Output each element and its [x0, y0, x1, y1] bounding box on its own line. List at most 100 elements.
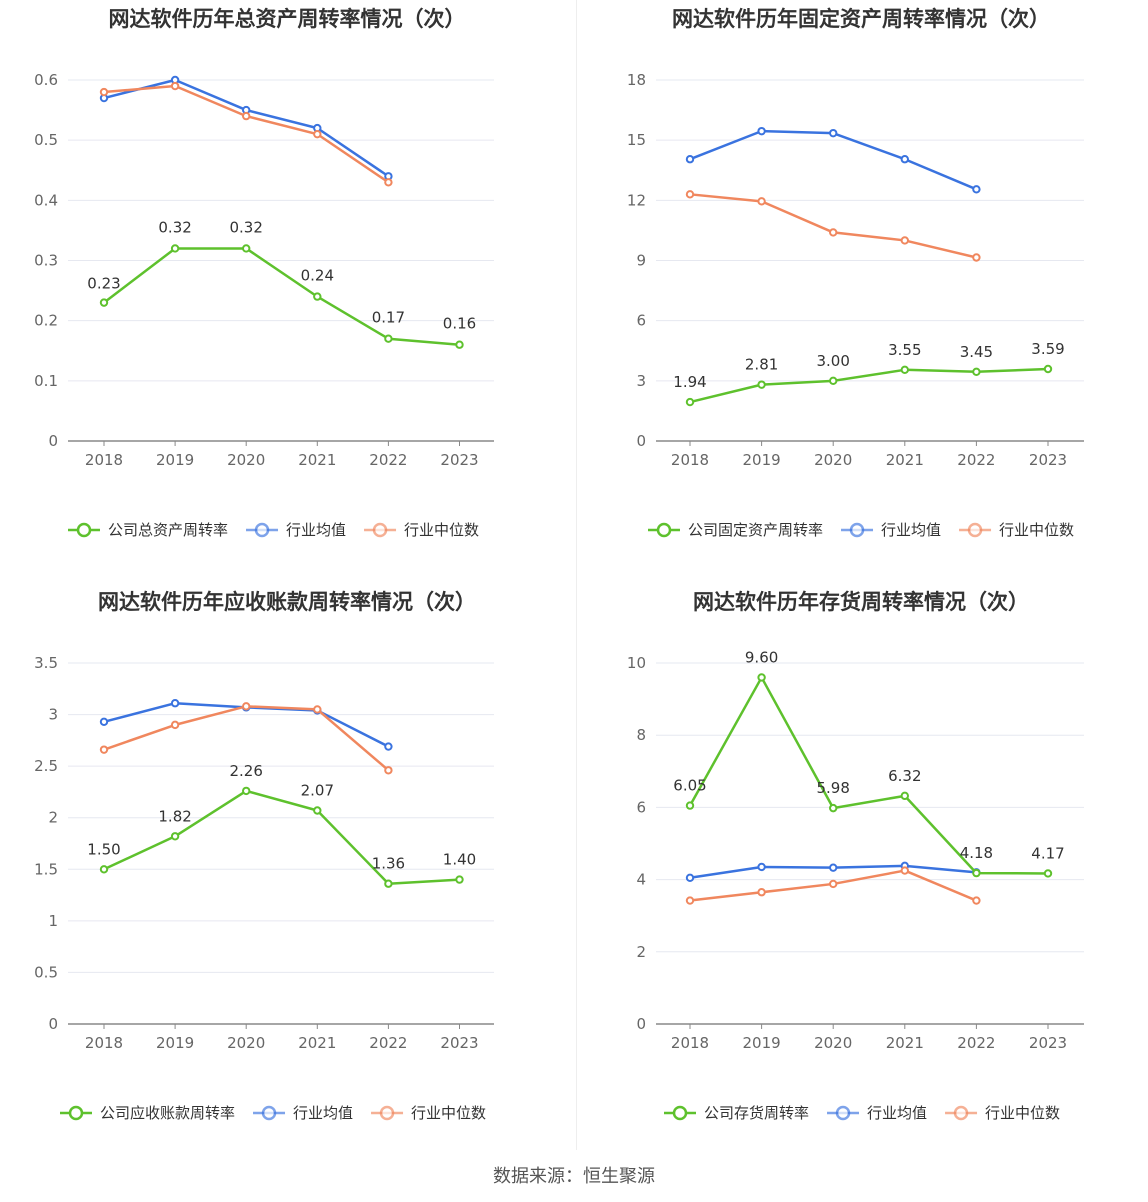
series-line [688, 676, 1049, 875]
y-tick-label: 0 [48, 1015, 58, 1033]
data-point [313, 292, 322, 301]
data-label: 0.16 [443, 315, 476, 333]
series-line [689, 367, 1049, 404]
legend-item[interactable]: 行业均值 [246, 521, 346, 539]
x-tick-label: 2020 [814, 1034, 852, 1052]
data-label: 0.23 [87, 275, 120, 293]
x-tick-label: 2021 [886, 451, 924, 469]
legend-marker-icon [379, 1105, 395, 1121]
y-tick-label: 8 [636, 726, 646, 744]
legend-item[interactable]: 公司应收账款周转率 [60, 1104, 235, 1122]
chart-title: 网达软件历年固定资产周转率情况（次） [672, 7, 1050, 31]
data-point [99, 865, 109, 874]
panel-divider [576, 0, 577, 1150]
data-label: 3.45 [960, 343, 993, 361]
legend-label: 公司存货周转率 [704, 1104, 809, 1122]
legend-item[interactable]: 行业中位数 [364, 521, 479, 539]
y-tick-label: 0 [48, 432, 58, 450]
legend-item[interactable]: 行业均值 [827, 1104, 927, 1122]
data-point [313, 129, 322, 139]
data-label: 5.98 [816, 779, 849, 797]
series-line [103, 705, 390, 772]
legend-item[interactable]: 行业中位数 [371, 1104, 486, 1122]
legend-marker-icon [261, 1105, 277, 1121]
data-point [829, 863, 838, 872]
y-tick-label: 0.6 [34, 71, 58, 89]
legend-item[interactable]: 公司固定资产周转率 [648, 521, 823, 539]
chart-svg: 网达软件历年应收账款周转率情况（次） 0 0.5 1 1.5 2 2.5 3 3.5 2018 20… [34, 590, 494, 1122]
data-label: 3.59 [1031, 340, 1064, 358]
legend-label: 行业中位数 [411, 1104, 486, 1122]
data-point [384, 766, 393, 775]
data-point [170, 699, 180, 708]
data-point [829, 879, 838, 889]
data-point [99, 87, 109, 97]
y-tick-label: 3 [636, 372, 646, 390]
data-label: 6.32 [888, 767, 921, 785]
y-tick-label: 0 [636, 1015, 646, 1033]
data-point [384, 742, 393, 751]
data-point [757, 888, 766, 897]
data-label: 1.40 [443, 851, 476, 869]
data-point [685, 896, 695, 905]
series-line [103, 789, 460, 885]
legend-label: 公司固定资产周转率 [688, 521, 823, 539]
data-label: 0.32 [229, 218, 262, 236]
legend-item[interactable]: 行业均值 [253, 1104, 353, 1122]
chart-title: 网达软件历年存货周转率情况（次） [693, 590, 1029, 614]
y-tick-label: 0.5 [34, 131, 58, 149]
legend-item[interactable]: 行业中位数 [945, 1104, 1060, 1122]
data-point [757, 380, 766, 389]
legend-item[interactable]: 公司总资产周转率 [68, 521, 228, 539]
data-label: 3.55 [888, 341, 921, 359]
data-point [757, 862, 766, 872]
legend-item[interactable]: 行业均值 [841, 521, 941, 539]
x-tick-label: 2018 [85, 451, 123, 469]
data-point [900, 791, 909, 801]
data-point [99, 745, 109, 754]
y-tick-label: 0.4 [34, 191, 58, 209]
data-point [242, 786, 251, 796]
x-tick-label: 2018 [671, 451, 709, 469]
data-label: 1.36 [372, 855, 405, 873]
data-point [170, 832, 180, 841]
chart-svg: 网达软件历年固定资产周转率情况（次） 0 3 6 9 12 15 18 2018 2019 2020… [627, 7, 1084, 539]
x-tick-label: 2019 [156, 451, 194, 469]
data-point [170, 244, 180, 253]
y-tick-label: 12 [627, 191, 646, 209]
data-point [384, 178, 393, 187]
x-tick-label: 2023 [1029, 451, 1067, 469]
data-label: 0.24 [301, 267, 334, 285]
data-point [242, 702, 251, 711]
legend-label: 行业中位数 [999, 521, 1074, 539]
y-tick-label: 18 [627, 71, 646, 89]
y-tick-label: 6 [636, 312, 646, 330]
legend-item[interactable]: 公司存货周转率 [664, 1104, 809, 1122]
data-point [972, 868, 981, 878]
data-label: 9.60 [745, 648, 778, 666]
x-tick-label: 2019 [743, 451, 781, 469]
data-point [455, 875, 464, 884]
x-tick-label: 2023 [1029, 1034, 1067, 1052]
x-tick-label: 2023 [440, 1034, 478, 1052]
legend-marker-icon [656, 522, 672, 538]
y-tick-label: 3 [48, 706, 58, 724]
data-point [170, 720, 180, 730]
legend-item[interactable]: 行业中位数 [959, 521, 1074, 539]
data-point [757, 197, 766, 206]
data-point [829, 803, 838, 813]
chart-panel-fixed-asset-turnover: 网达软件历年固定资产周转率情况（次） 0 3 6 9 12 15 18 2018 2019 2020… [574, 0, 1148, 580]
y-tick-label: 2.5 [34, 757, 58, 775]
data-point [242, 244, 251, 253]
x-tick-label: 2021 [886, 1034, 924, 1052]
legend-marker-icon [967, 522, 983, 538]
x-tick-label: 2018 [671, 1034, 709, 1052]
legend-marker-icon [254, 522, 270, 538]
legend-label: 行业均值 [293, 1104, 353, 1122]
data-label: 1.50 [87, 840, 120, 858]
data-point [829, 128, 838, 138]
y-tick-label: 2 [48, 809, 58, 827]
data-label: 2.26 [229, 762, 262, 780]
x-tick-label: 2021 [298, 451, 336, 469]
data-point [685, 801, 695, 810]
